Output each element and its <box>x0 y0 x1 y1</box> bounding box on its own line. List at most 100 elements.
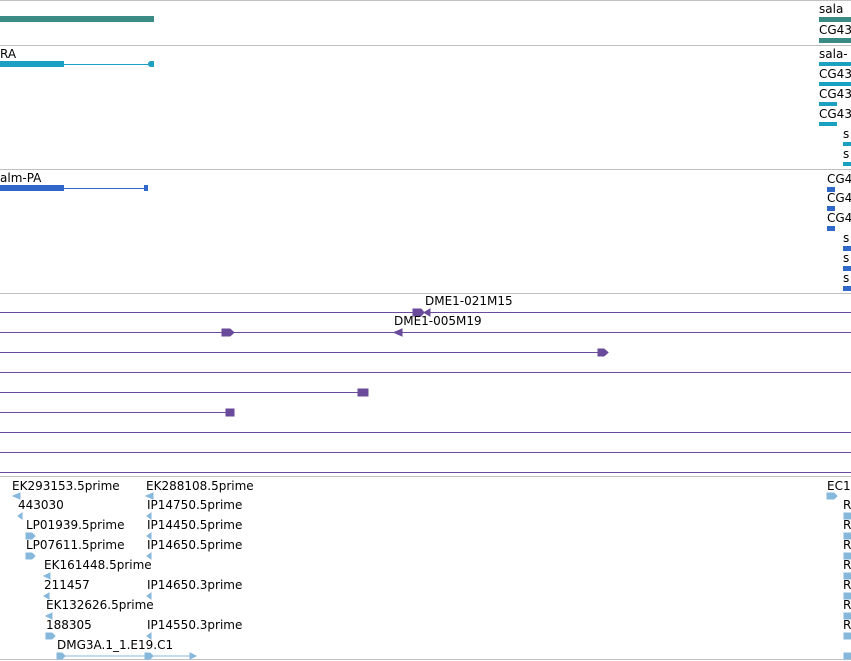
clone-arrow-6 <box>225 408 235 417</box>
transcript-right-label-6[interactable]: s <box>843 147 850 161</box>
cds-right-feature-5[interactable] <box>843 266 851 271</box>
est-right-feature-9 <box>843 652 851 660</box>
est-label-c2-6[interactable]: IP14550.3prime <box>147 618 243 632</box>
est-feature-c2-4 <box>146 552 152 560</box>
est-label-c1-9[interactable]: DMG3A.1_1.E19.C1 <box>57 638 174 652</box>
est-right-feature-2 <box>843 512 851 520</box>
est-right-feature-4 <box>843 552 851 560</box>
transcript-exon-2[interactable] <box>148 61 154 67</box>
est-track-features <box>11 492 851 660</box>
est-right-label-2[interactable]: R <box>843 498 851 512</box>
est-label-c1-4[interactable]: LP07611.5prime <box>26 538 125 552</box>
est-right-feature-3 <box>843 532 851 540</box>
clone-arrow-3 <box>597 348 609 357</box>
est-right-feature-5 <box>843 572 851 580</box>
transcript-right-label-3[interactable]: CG43 <box>819 87 851 101</box>
gene-label-sala[interactable]: sala <box>819 2 844 16</box>
est-label-c1-7[interactable]: EK132626.5prime <box>46 598 154 612</box>
est-right-feature-1 <box>826 492 838 500</box>
clone-arrow-5 <box>357 388 369 397</box>
est-feature-c2-6 <box>146 632 152 640</box>
est-right-label-1[interactable]: EC1 <box>827 479 851 493</box>
est-feature-c1-4 <box>25 552 36 560</box>
transcript-track: RA sala- CG43 CG43 CG43 s s <box>0 45 851 170</box>
cds-right-label-5[interactable]: s <box>843 251 850 265</box>
est-feature-c1-5 <box>42 572 51 580</box>
est-feature-c2-5 <box>146 592 152 600</box>
cds-right-feature-4[interactable] <box>843 246 851 251</box>
est-label-c2-4[interactable]: IP14650.5prime <box>147 538 243 552</box>
est-label-c2-3[interactable]: IP14450.5prime <box>147 518 243 532</box>
cds-track: alm-PA CG4 CG4 CG4 s s s <box>0 169 851 294</box>
est-feature-c1-6 <box>43 592 50 600</box>
est-feature-c1-2 <box>17 512 23 520</box>
cds-exon-2[interactable] <box>144 185 148 191</box>
est-right-feature-8 <box>843 632 851 640</box>
est-feature-c1-9b <box>144 652 154 660</box>
est-right-feature-6 <box>843 592 851 600</box>
transcript-right-feature-2[interactable] <box>819 82 851 86</box>
clone-arrow-1a <box>412 308 425 317</box>
transcript-right-feature-5[interactable] <box>843 142 851 146</box>
transcript-right-label-4[interactable]: CG43 <box>819 107 851 121</box>
transcript-exon-1[interactable] <box>0 61 64 67</box>
clone-arrow-2b <box>392 328 403 337</box>
est-right-label-6[interactable]: R <box>843 578 851 592</box>
bottom-divider <box>0 659 851 661</box>
est-feature-c2-1 <box>144 492 154 500</box>
est-right-label-8[interactable]: R <box>843 618 851 632</box>
transcript-right-label-1[interactable]: sala- <box>819 47 848 61</box>
est-label-c2-2[interactable]: IP14750.5prime <box>147 498 243 512</box>
transcript-right-feature-4[interactable] <box>819 122 837 126</box>
clone-label-1[interactable]: DME1-021M15 <box>425 294 513 308</box>
est-feature-c2-3 <box>146 532 152 540</box>
est-label-c1-3[interactable]: LP01939.5prime <box>26 518 125 532</box>
est-right-label-5[interactable]: R <box>843 558 851 572</box>
cds-right-feature-6[interactable] <box>843 286 851 291</box>
cds-intron <box>64 188 148 189</box>
est-right-label-7[interactable]: R <box>843 598 851 612</box>
est-label-c2-1[interactable]: EK288108.5prime <box>146 479 254 493</box>
est-label-c1-8[interactable]: 188305 <box>46 618 92 632</box>
clone-label-2[interactable]: DME1-005M19 <box>394 314 482 328</box>
gene-label-cg43[interactable]: CG43 <box>819 23 851 37</box>
transcript-right-label-5[interactable]: s <box>843 127 850 141</box>
est-track <box>0 476 851 660</box>
gene-feature-sala[interactable] <box>819 17 851 22</box>
est-label-c1-2[interactable]: 443030 <box>18 498 64 512</box>
est-label-c2-5[interactable]: IP14650.3prime <box>147 578 243 592</box>
transcript-right-feature-3[interactable] <box>819 102 837 106</box>
transcript-right-feature-6[interactable] <box>843 162 851 166</box>
est-label-c1-1[interactable]: EK293153.5prime <box>12 479 120 493</box>
est-right-label-4[interactable]: R <box>843 538 851 552</box>
transcript-right-label-2[interactable]: CG43 <box>819 67 851 81</box>
cds-right-label-6[interactable]: s <box>843 271 850 285</box>
clone-track <box>0 293 851 477</box>
cds-right-label-3[interactable]: CG4 <box>827 211 851 225</box>
est-feature-c2-2 <box>146 512 152 520</box>
clone-arrow-1b <box>423 308 431 317</box>
est-label-c1-6[interactable]: 211457 <box>44 578 90 592</box>
est-feature-c1-3 <box>25 532 36 540</box>
cds-right-feature-3[interactable] <box>827 226 835 231</box>
cds-right-label-4[interactable]: s <box>843 231 850 245</box>
est-right-label-3[interactable]: R <box>843 518 851 532</box>
cds-right-feature-2[interactable] <box>827 206 835 211</box>
cds-label-alm-pa[interactable]: alm-PA <box>0 171 42 185</box>
gene-track: sala CG43 <box>0 0 851 46</box>
transcript-label-ra[interactable]: RA <box>0 47 17 61</box>
est-feature-c1-8 <box>45 632 56 640</box>
transcript-intron <box>64 64 150 65</box>
cds-right-label-2[interactable]: CG4 <box>827 191 851 205</box>
est-label-c1-5[interactable]: EK161448.5prime <box>44 558 152 572</box>
cds-right-label-1[interactable]: CG4 <box>827 172 851 186</box>
est-feature-c1-9a <box>56 652 66 660</box>
cds-exon-1[interactable] <box>0 185 64 191</box>
gene-feature-cg43[interactable] <box>819 38 851 43</box>
cds-right-feature-1[interactable] <box>827 187 835 192</box>
est-feature-c1-1 <box>11 492 21 500</box>
est-feature-c1-7 <box>44 612 53 620</box>
est-right-feature-7 <box>843 612 851 620</box>
gene-feature-left[interactable] <box>0 16 154 22</box>
transcript-right-feature-1[interactable] <box>819 62 851 66</box>
